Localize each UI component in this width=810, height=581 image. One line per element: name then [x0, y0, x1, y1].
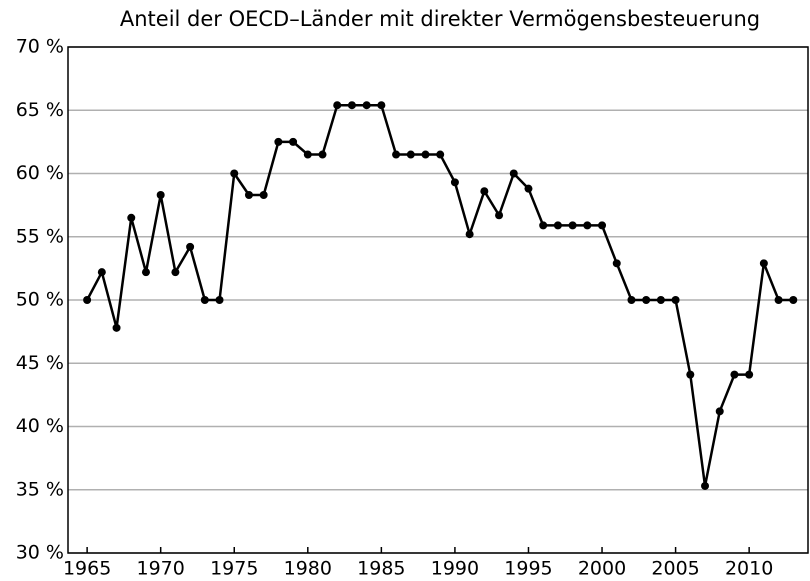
data-point: [97, 268, 106, 277]
x-tick-label: 1980: [284, 558, 332, 580]
data-point: [598, 221, 607, 230]
data-point: [377, 101, 386, 110]
plot-frame: [67, 46, 809, 554]
data-point: [612, 259, 621, 268]
data-point: [627, 296, 636, 304]
data-point: [333, 101, 342, 110]
data-point: [789, 296, 798, 304]
data-point: [583, 221, 592, 230]
data-point: [347, 101, 356, 110]
data-point: [127, 213, 136, 222]
y-tick-label: 40 %: [16, 415, 64, 437]
data-point: [745, 370, 754, 379]
y-tick-label: 60 %: [16, 162, 64, 184]
data-point: [215, 296, 224, 304]
data-point: [774, 296, 783, 304]
x-tick-label: 1970: [137, 558, 185, 580]
data-point: [112, 323, 121, 332]
data-point: [715, 407, 724, 416]
x-tick-label: 1965: [63, 558, 111, 580]
data-point: [509, 169, 518, 178]
data-point: [656, 296, 665, 304]
data-point: [450, 178, 459, 187]
data-point: [671, 296, 680, 304]
data-point: [303, 150, 312, 159]
data-point: [436, 150, 445, 159]
data-point: [406, 150, 415, 159]
x-tick-label: 1975: [210, 558, 258, 580]
data-point: [686, 370, 695, 379]
data-point: [568, 221, 577, 230]
data-point: [259, 191, 268, 200]
y-tick-label: 45 %: [16, 352, 64, 374]
x-tick-label: 2005: [651, 558, 699, 580]
data-point: [701, 481, 710, 490]
chart-title: Anteil der OECD–Länder mit direkter Verm…: [120, 7, 760, 31]
y-tick-label: 35 %: [16, 478, 64, 500]
x-tick-label: 1990: [431, 558, 479, 580]
y-tick-label: 70 %: [16, 36, 64, 58]
data-point: [244, 191, 253, 200]
data-point: [730, 370, 739, 379]
data-point: [230, 169, 239, 178]
x-tick-label: 2010: [725, 558, 773, 580]
data-line: [86, 103, 794, 488]
data-point: [524, 184, 533, 193]
data-point: [274, 137, 283, 146]
data-point: [186, 242, 195, 251]
y-tick-label: 30 %: [16, 542, 64, 564]
data-point: [200, 296, 209, 304]
data-point: [392, 150, 401, 159]
data-point: [362, 101, 371, 110]
x-tick-label: 1995: [504, 558, 552, 580]
y-tick-label: 50 %: [16, 289, 64, 311]
data-point: [465, 230, 474, 239]
data-point: [83, 296, 92, 304]
data-point: [642, 296, 651, 304]
data-point: [553, 221, 562, 230]
data-point: [759, 259, 768, 268]
data-point: [318, 150, 327, 159]
y-tick-label: 55 %: [16, 225, 64, 247]
data-point: [480, 187, 489, 196]
x-tick-label: 1985: [357, 558, 405, 580]
x-tick-label: 2000: [578, 558, 626, 580]
y-tick-label: 65 %: [16, 99, 64, 121]
data-point: [539, 221, 548, 230]
data-point: [289, 137, 298, 146]
data-point: [141, 268, 150, 277]
data-point: [421, 150, 430, 159]
data-point: [156, 191, 165, 200]
data-point: [171, 268, 180, 277]
data-point: [495, 211, 504, 220]
